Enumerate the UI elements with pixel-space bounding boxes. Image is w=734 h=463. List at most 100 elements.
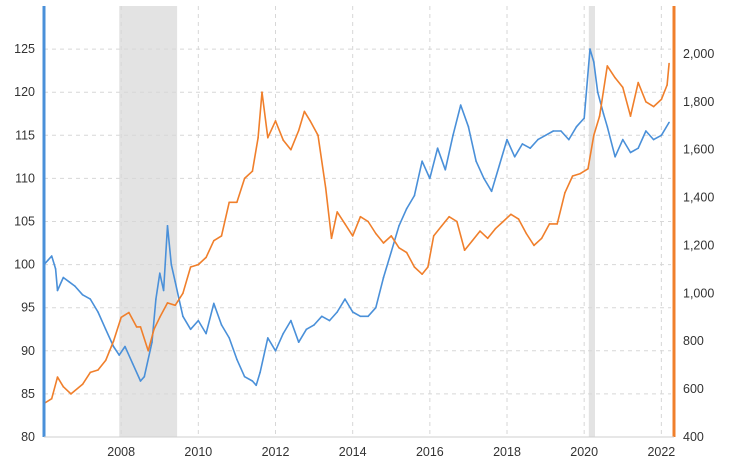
series-point-left-19 — [155, 298, 157, 300]
series-point-right-19 — [182, 292, 184, 295]
series-point-left-21 — [162, 289, 165, 292]
series-point-left-63 — [459, 104, 462, 106]
series-point-left-74 — [544, 134, 547, 137]
left-tick-label: 80 — [21, 430, 35, 444]
series-point-right-63 — [502, 220, 505, 223]
series-point-left-27 — [189, 328, 192, 331]
series-point-right-45 — [367, 220, 369, 223]
series-point-left-46 — [328, 319, 331, 322]
series-point-right-85 — [666, 84, 668, 86]
series-point-right-79 — [622, 86, 624, 89]
series-point-left-45 — [321, 315, 323, 318]
series-point-right-7 — [97, 369, 99, 371]
series-point-left-12 — [112, 345, 115, 348]
series-point-right-20 — [189, 266, 192, 268]
left-tick-label: 105 — [14, 215, 35, 229]
series-point-right-46 — [375, 232, 377, 235]
series-point-right-14 — [147, 350, 149, 352]
axes — [42, 6, 676, 438]
series-point-right-40 — [330, 237, 333, 240]
series-point-left-43 — [305, 328, 308, 331]
series-point-left-26 — [182, 315, 184, 318]
series-point-left-14 — [124, 345, 126, 348]
right-tick-label: 600 — [683, 382, 704, 396]
series-point-left-39 — [274, 350, 277, 352]
series-point-right-43 — [351, 235, 354, 237]
series-point-left-92 — [668, 121, 670, 124]
series-point-right-35 — [297, 129, 300, 132]
x-tick-label: 2012 — [262, 445, 290, 459]
series-point-right-68 — [540, 237, 543, 240]
series-point-left-59 — [429, 177, 431, 180]
series-point-left-35 — [251, 380, 254, 382]
series-point-left-2 — [50, 255, 53, 257]
series-point-right-84 — [660, 98, 663, 101]
series-point-left-23 — [170, 263, 173, 266]
series-point-right-21 — [197, 263, 200, 266]
x-tick-label: 2014 — [339, 445, 367, 459]
series-point-right-16 — [159, 316, 161, 319]
series-point-right-8 — [104, 359, 107, 362]
series-point-left-4 — [56, 289, 59, 292]
series-point-left-70 — [513, 156, 516, 158]
series-point-right-37 — [309, 120, 312, 122]
series-point-right-47 — [382, 242, 385, 244]
series-point-right-17 — [166, 302, 169, 304]
series-point-left-20 — [159, 272, 161, 275]
series-point-left-42 — [297, 341, 300, 344]
series-point-left-40 — [282, 332, 285, 335]
series-point-left-31 — [220, 324, 223, 326]
series-point-right-67 — [533, 244, 535, 247]
series-point-left-15 — [131, 362, 134, 365]
series-point-right-76 — [598, 115, 601, 117]
series-point-right-86 — [668, 62, 670, 65]
series-point-right-41 — [336, 211, 339, 213]
series-point-left-34 — [243, 375, 246, 378]
series-point-left-71 — [521, 143, 524, 145]
series-point-right-30 — [261, 91, 263, 93]
series-point-right-32 — [274, 120, 277, 122]
series-point-left-90 — [652, 138, 655, 141]
tick-labels: 80 85 90 95 100 105 110 115 120 125 400 600 800 1,000… — [14, 42, 714, 459]
x-tick-label: 2016 — [416, 445, 444, 459]
series-point-left-73 — [537, 138, 539, 141]
series-point-left-18 — [151, 341, 153, 344]
series-point-right-51 — [413, 266, 416, 268]
series-point-left-49 — [351, 311, 354, 313]
series-point-right-39 — [324, 187, 327, 189]
series-point-right-69 — [548, 223, 551, 225]
series-point-left-28 — [197, 319, 200, 322]
series-point-right-1 — [50, 397, 53, 400]
right-tick-label: 1,000 — [683, 286, 714, 300]
series-point-left-50 — [359, 315, 362, 318]
series-point-left-29 — [205, 332, 207, 335]
series-point-right-78 — [614, 77, 616, 79]
series-point-right-80 — [629, 115, 632, 117]
series-point-right-52 — [421, 273, 423, 276]
series-point-right-64 — [510, 213, 512, 216]
series-point-right-54 — [432, 235, 435, 237]
right-tick-label: 400 — [683, 430, 704, 444]
series-point-left-52 — [375, 306, 377, 309]
series-point-right-33 — [282, 139, 285, 141]
series-point-left-86 — [622, 138, 624, 141]
series-point-left-72 — [529, 147, 531, 149]
series-point-right-50 — [405, 251, 408, 254]
series-point-right-22 — [205, 256, 207, 259]
series-point-left-87 — [629, 151, 632, 154]
series-point-right-57 — [456, 220, 458, 223]
right-tick-label: 800 — [683, 334, 704, 348]
series-point-left-66 — [483, 177, 485, 180]
series-point-left-16 — [139, 380, 142, 382]
series-point-left-9 — [89, 298, 92, 300]
series-point-left-85 — [614, 156, 616, 158]
left-tick-label: 100 — [14, 258, 35, 272]
left-tick-label: 125 — [14, 42, 35, 56]
series-point-left-51 — [367, 315, 369, 318]
series-point-right-2 — [56, 376, 59, 378]
series-point-right-9 — [112, 340, 115, 343]
right-tick-label: 1,400 — [683, 191, 714, 205]
series-point-right-34 — [290, 148, 292, 151]
series-point-left-75 — [552, 130, 555, 132]
